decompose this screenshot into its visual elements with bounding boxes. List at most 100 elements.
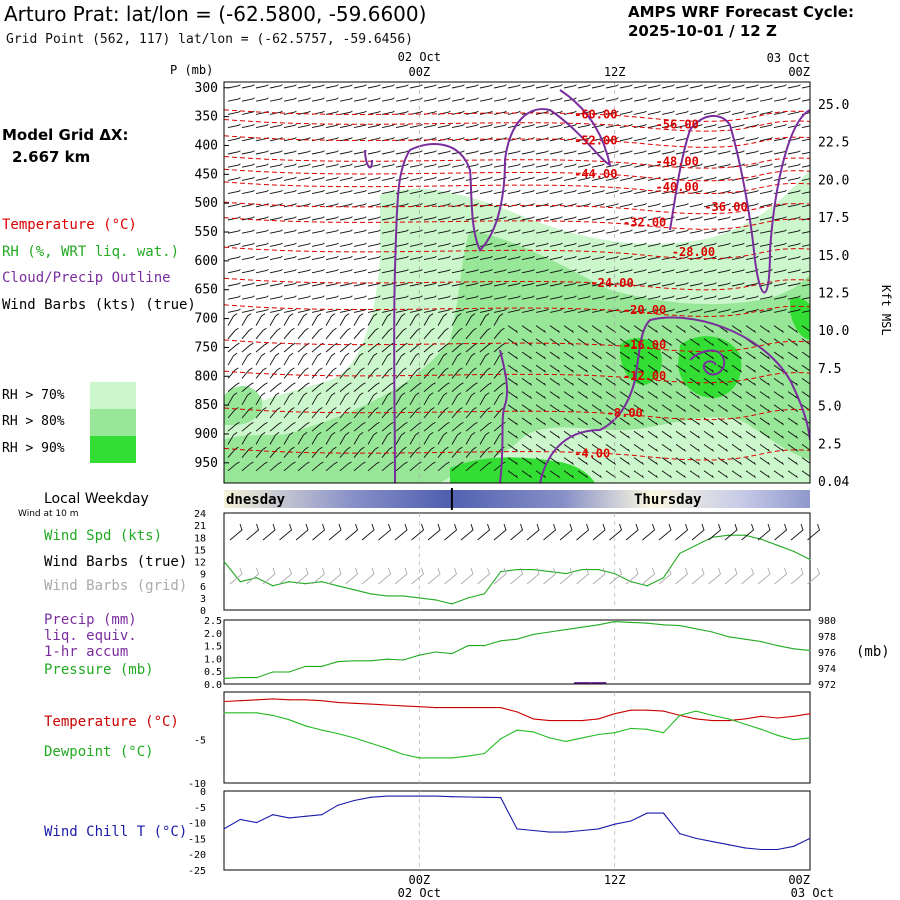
wind-barb — [325, 313, 336, 326]
wind-barb — [773, 430, 785, 439]
wind-chill-label: Wind Chill T (°C) — [44, 824, 188, 840]
pressure-line-point — [418, 654, 420, 656]
wind-barb-grid — [691, 567, 705, 585]
series-temperature-point — [402, 705, 404, 707]
wind-barb — [381, 327, 393, 340]
wind-barb — [787, 295, 801, 300]
wind-chill-tick-label: -20 — [188, 850, 206, 861]
wind-chill-line-point — [809, 837, 811, 840]
wind-barb — [451, 176, 465, 181]
wind-barb — [395, 407, 407, 419]
temperature-contour — [224, 370, 810, 384]
wind-barb-grid — [345, 567, 359, 585]
wind-barb — [479, 97, 493, 102]
wind-barb — [689, 325, 701, 334]
wind-barb — [311, 176, 325, 181]
wind-barb — [563, 470, 575, 479]
series-dewpoint-point — [435, 757, 437, 759]
wind-barb — [465, 432, 476, 445]
wind-barb — [451, 327, 463, 340]
wind-barb-grid — [675, 567, 689, 585]
wind-barb — [283, 84, 297, 89]
wind-chill-line — [223, 795, 811, 851]
wind-barb-true — [477, 523, 491, 541]
wind-barb — [507, 457, 519, 466]
wind-barb — [423, 255, 437, 261]
pressure-line-point — [597, 624, 599, 626]
wind-barb — [353, 269, 367, 274]
legend-rh80-swatch — [90, 409, 136, 436]
wind-barb-grid — [807, 567, 821, 585]
cloud-outline — [393, 89, 612, 483]
wind-barb — [577, 444, 589, 453]
wind-barb — [731, 269, 745, 274]
wind-barb — [437, 282, 451, 287]
wind-barb — [619, 470, 631, 479]
wind-barb — [619, 308, 633, 313]
series-temperature-point — [353, 702, 355, 704]
wind-barb — [241, 461, 254, 472]
wind-barb — [773, 163, 787, 168]
height-tick-label: 7.5 — [818, 362, 841, 377]
wind-barb — [409, 203, 423, 208]
wind-barb — [717, 150, 731, 155]
wind-barb — [451, 295, 465, 300]
wind-barb — [409, 269, 423, 274]
wind-barb-grid — [576, 567, 590, 585]
wind-barb — [647, 417, 659, 426]
wind-barb — [801, 244, 810, 247]
wind-barb — [339, 327, 351, 340]
wind-barb — [241, 432, 252, 445]
wind-barb — [521, 229, 535, 234]
wind-barb — [269, 327, 281, 340]
wind-barb — [521, 282, 535, 287]
wind-barb — [787, 430, 799, 439]
wind-barb — [241, 295, 255, 300]
wind-barb — [759, 430, 771, 439]
wind-chill-line-point — [630, 820, 632, 822]
series-temperature-point — [776, 717, 779, 719]
wind-barb — [465, 382, 478, 392]
wind-barb — [801, 310, 810, 313]
wind-barb — [325, 352, 336, 366]
top-time-tick-label: 12Z — [604, 65, 626, 79]
wind-barb — [423, 295, 437, 300]
wind-barb — [381, 163, 395, 168]
wind-barb — [535, 338, 547, 347]
pressure-tick-label: 850 — [195, 398, 218, 413]
wind-barb — [661, 269, 675, 274]
wind-barb — [339, 229, 353, 234]
wind-barb — [325, 367, 337, 379]
wind-barb — [717, 364, 729, 373]
series-dewpoint-point — [711, 714, 713, 717]
wind-speed-line-point — [272, 585, 274, 587]
wind-barb — [395, 229, 409, 234]
wind-barb — [381, 150, 395, 155]
pressure-line-point — [728, 636, 730, 638]
wind-barb — [731, 242, 745, 247]
wind-barb — [675, 457, 687, 466]
wind-chill-line-point — [760, 848, 762, 851]
wind-barb — [759, 378, 771, 387]
wind-barb — [507, 325, 519, 334]
cloud-outline — [499, 349, 509, 483]
pressure-tick-label: 980 — [818, 616, 836, 627]
wind-barb — [283, 123, 297, 129]
wind-barb — [325, 150, 339, 155]
wind-barb — [535, 229, 549, 234]
wind-chill-line-point — [435, 795, 437, 797]
wind-barb — [787, 325, 799, 334]
wind-barb — [479, 150, 493, 155]
wind-speed-line-point — [500, 571, 502, 573]
wind-barb — [493, 110, 507, 115]
wind-barb — [647, 444, 659, 453]
wind-barb — [633, 216, 647, 221]
wind-barb — [717, 391, 729, 400]
wind-barb — [703, 308, 717, 313]
wind-barb-grid — [262, 567, 276, 585]
temperature-panel-frame — [223, 691, 811, 784]
wind-barb — [297, 282, 311, 287]
wind-barb-true — [246, 523, 260, 541]
legend-temperature: Temperature (°C) — [2, 217, 137, 233]
wind-barb — [591, 203, 605, 208]
